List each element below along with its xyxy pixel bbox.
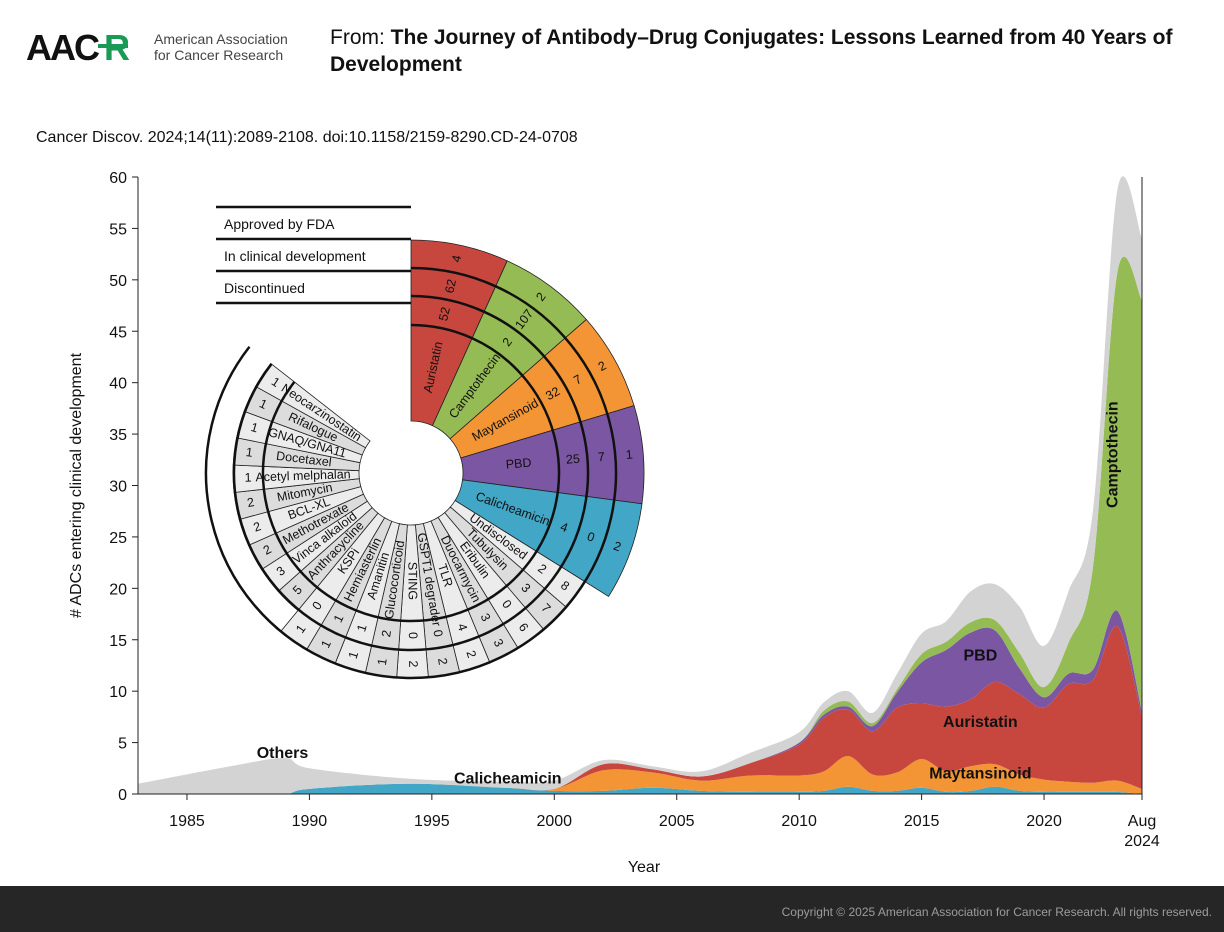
approved-count: 1 (625, 447, 633, 462)
legend-label: Discontinued (224, 280, 305, 296)
discontinued-count: 4 (558, 520, 569, 536)
discontinued-count: 1 (244, 470, 251, 484)
x-tick-label: 1985 (169, 813, 205, 830)
clinical-count: 2 (463, 649, 478, 660)
legend-label: In clinical development (224, 248, 366, 264)
y-tick-label: 20 (109, 581, 127, 598)
area-auristatin (138, 625, 1142, 795)
y-tick-label: 40 (109, 376, 127, 393)
clinical-count: 7 (597, 450, 605, 465)
discontinued-count: 2 (252, 519, 263, 535)
copyright: Copyright © 2025 American Association fo… (781, 905, 1212, 919)
x-tick-label: 2000 (536, 813, 572, 830)
payload-wheel: Auristatin52624Camptothecin21072Maytansi… (204, 239, 645, 680)
series-label-pbd: PBD (963, 647, 997, 664)
series-label-camptothecin: Camptothecin (1105, 401, 1122, 508)
y-tick-label: 50 (109, 273, 127, 290)
x-tick-label-2: 2024 (1124, 833, 1160, 850)
y-tick-label: 60 (109, 170, 127, 187)
discontinued-count: 32 (543, 384, 562, 403)
discontinued-count: 1 (249, 420, 260, 435)
x-tick-label: 2015 (904, 813, 940, 830)
org-name: American Association for Cancer Research (154, 31, 314, 63)
series-label-calicheamicin: Calicheamicin (454, 771, 562, 788)
y-tick-label: 45 (109, 324, 127, 341)
y-tick-label: 35 (109, 427, 127, 444)
clinical-count: 1 (346, 650, 361, 661)
area-pbd (138, 610, 1142, 795)
series-label-others: Others (257, 745, 309, 762)
x-tick-label: 2020 (1026, 813, 1062, 830)
footer: Copyright © 2025 American Association fo… (0, 886, 1224, 932)
ring-border (261, 323, 561, 623)
x-tick-label: Aug (1128, 813, 1156, 830)
clinical-count: 1 (375, 657, 390, 666)
discontinued-count: 25 (565, 452, 580, 467)
clinical-count: 2 (406, 660, 420, 667)
org-line2: for Cancer Research (154, 47, 284, 63)
approved-count: 2 (612, 539, 623, 555)
discontinued-count: 2 (379, 629, 394, 638)
org-line1: American Association (154, 31, 288, 47)
ring-border (232, 294, 590, 652)
title-text: The Journey of Antibody–Drug Conjugates:… (330, 26, 1173, 76)
x-tick-label: 2005 (659, 813, 695, 830)
legend-label: Approved by FDA (224, 216, 335, 232)
x-axis-title: Year (628, 859, 661, 876)
discontinued-count: 52 (436, 306, 453, 323)
stacked-areas (138, 176, 1142, 795)
x-tick-label: 1995 (414, 813, 450, 830)
clinical-count: 62 (442, 278, 459, 295)
article-title: From: The Journey of Antibody–Drug Conju… (330, 24, 1190, 78)
discontinued-count: 0 (406, 632, 420, 639)
area-calicheamicin (138, 783, 1142, 795)
x-tick-label: 2010 (781, 813, 817, 830)
y-tick-label: 25 (109, 530, 127, 547)
discontinued-count: 2 (246, 495, 255, 510)
y-tick-label: 15 (109, 633, 127, 650)
discontinued-count: 1 (245, 445, 254, 460)
discontinued-count: 0 (430, 629, 445, 638)
discontinued-count: 1 (354, 623, 369, 634)
y-axis-title: # ADCs entering clinical development (68, 352, 85, 618)
y-tick-label: 0 (118, 787, 127, 804)
y-tick-label: 55 (109, 221, 127, 238)
payload-name: PBD (505, 456, 532, 472)
aacr-logo: AAC R (26, 28, 130, 68)
clinical-count: 0 (585, 529, 596, 545)
citation: Cancer Discov. 2024;14(11):2089-2108. do… (36, 129, 578, 146)
x-tick-label: 1990 (292, 813, 328, 830)
svg-text:AAC: AAC (26, 28, 100, 68)
header: AAC R American Association for Cancer Re… (0, 0, 1224, 110)
payload-name: Acetyl melphalan (255, 467, 351, 484)
approved-count: 4 (449, 254, 464, 264)
from-label: From: (330, 26, 385, 49)
discontinued-count: 4 (455, 622, 470, 633)
series-label-maytansinoid: Maytansinoid (929, 766, 1031, 783)
y-tick-label: 30 (109, 479, 127, 496)
ring-border (204, 266, 618, 680)
payload-name: STING (405, 562, 419, 600)
y-tick-label: 10 (109, 684, 127, 701)
series-label-auristatin: Auristatin (943, 714, 1018, 731)
clinical-count: 2 (435, 657, 450, 666)
payload-segment: Maytansinoid3272 (449, 337, 609, 459)
y-tick-label: 5 (118, 736, 127, 753)
payload-name: TLR (435, 562, 456, 589)
area-maytansinoid (138, 755, 1142, 795)
